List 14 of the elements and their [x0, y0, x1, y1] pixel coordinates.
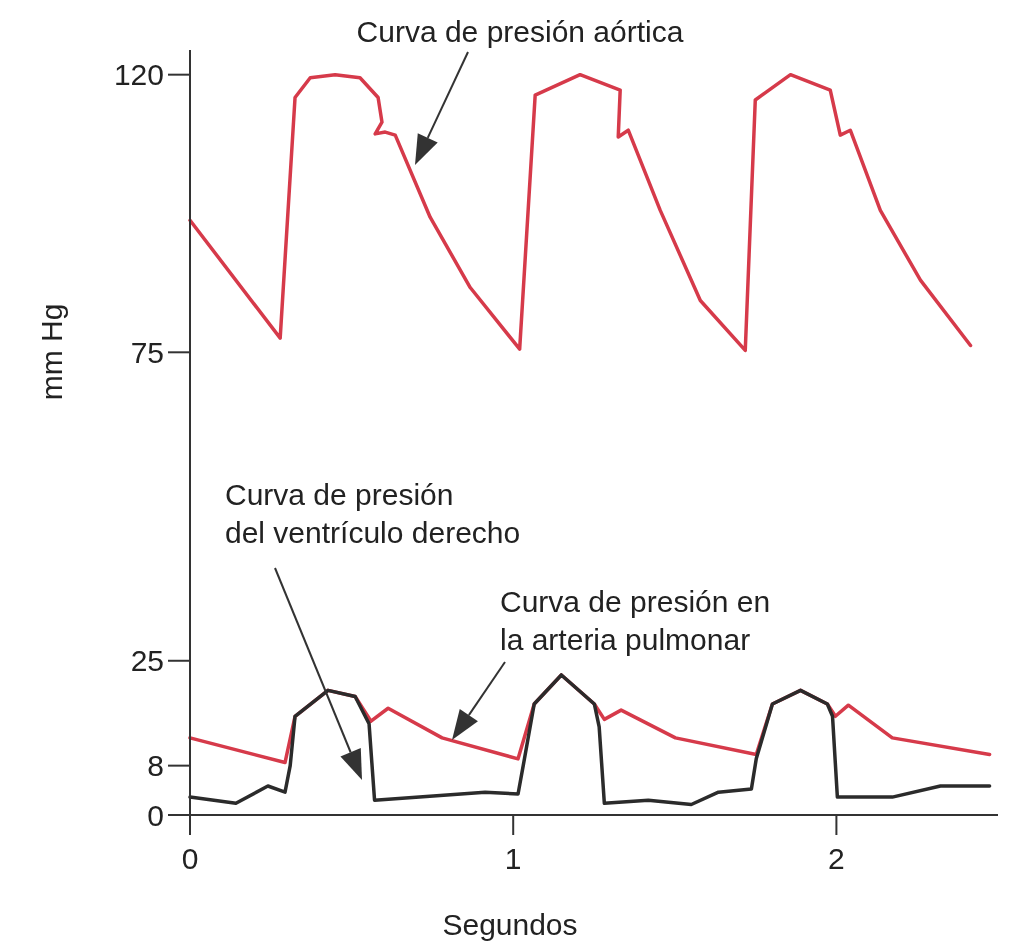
text: Curva de presión aórtica — [356, 15, 684, 48]
y-tick-label: 120 — [113, 58, 164, 92]
x-tick-label: 2 — [828, 842, 845, 875]
annotation: Curva de presión en la arteria pulmonar — [500, 585, 771, 656]
annotation: Curva de presión del ventrículo derecho — [225, 478, 521, 549]
y-tick-label: 0 — [147, 798, 164, 832]
y-tick-label: 75 — [130, 335, 164, 369]
y-axis-title: mm Hg — [35, 303, 68, 401]
x-axis-title: Segundos — [442, 908, 578, 941]
y-tick-label: 25 — [130, 644, 164, 678]
y-tick-label: 8 — [147, 749, 164, 783]
x-tick-label: 1 — [504, 842, 522, 875]
line-series — [188, 72, 973, 353]
x-tick-label: 0 — [181, 842, 199, 875]
